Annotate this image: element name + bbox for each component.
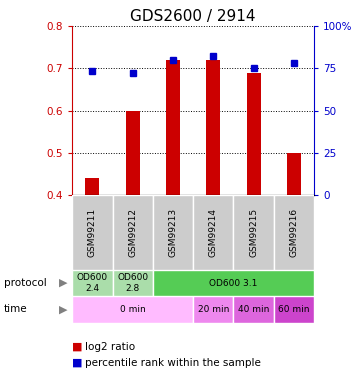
Bar [274,296,314,322]
Bar [72,296,193,322]
Text: GSM99212: GSM99212 [128,208,137,257]
Bar [153,270,314,296]
Text: 40 min: 40 min [238,305,269,314]
Bar [72,195,113,270]
Bar [153,195,193,270]
Text: protocol: protocol [4,278,46,288]
Text: log2 ratio: log2 ratio [85,342,135,352]
Bar [126,111,140,195]
Bar [193,195,234,270]
Bar [234,296,274,322]
Bar [166,60,180,195]
Bar [193,296,234,322]
Bar [287,153,301,195]
Text: time: time [4,304,27,314]
Text: GSM99215: GSM99215 [249,208,258,257]
Text: GSM99214: GSM99214 [209,208,218,257]
Text: OD600 3.1: OD600 3.1 [209,279,258,288]
Text: ▶: ▶ [59,278,68,288]
Bar [247,73,261,195]
Text: percentile rank within the sample: percentile rank within the sample [85,358,261,368]
Text: ■: ■ [72,358,83,368]
Text: GSM99216: GSM99216 [290,208,299,257]
Text: GSM99211: GSM99211 [88,208,97,257]
Bar [206,60,220,195]
Bar [234,195,274,270]
Text: OD600
2.4: OD600 2.4 [77,273,108,293]
Text: ■: ■ [72,342,83,352]
Text: ▶: ▶ [59,304,68,314]
Text: GSM99213: GSM99213 [169,208,178,257]
Text: 20 min: 20 min [197,305,229,314]
Bar [274,195,314,270]
Bar [85,178,99,195]
Bar [72,270,113,296]
Title: GDS2600 / 2914: GDS2600 / 2914 [130,9,256,24]
Text: 0 min: 0 min [120,305,145,314]
Bar [113,270,153,296]
Text: 60 min: 60 min [278,305,310,314]
Text: OD600
2.8: OD600 2.8 [117,273,148,293]
Bar [113,195,153,270]
